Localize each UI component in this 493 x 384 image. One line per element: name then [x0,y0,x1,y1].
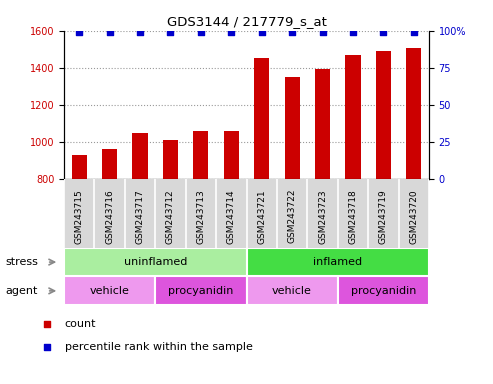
Point [314,254,321,260]
Point [380,29,387,35]
Text: GSM243717: GSM243717 [136,189,144,244]
Text: procyanidin: procyanidin [168,286,234,296]
Bar [193,131,209,179]
Text: GSM243719: GSM243719 [379,189,388,244]
Text: vehicle: vehicle [90,286,130,296]
Point [197,29,205,35]
Text: percentile rank within the sample: percentile rank within the sample [65,342,252,352]
Text: inflamed: inflamed [313,257,362,267]
Point [258,29,266,35]
Point [167,29,175,35]
Text: procyanidin: procyanidin [351,286,416,296]
Point [314,43,321,49]
Point [288,29,296,35]
Point [106,29,113,35]
Bar [224,131,239,179]
Bar [284,77,300,179]
Text: stress: stress [5,257,38,267]
Bar [155,276,246,305]
Text: uninflamed: uninflamed [124,257,187,267]
Text: GSM243723: GSM243723 [318,189,327,243]
Text: GSM243720: GSM243720 [409,189,418,243]
Point [318,29,326,35]
Point [410,29,418,35]
Bar [376,51,391,179]
Text: GSM243714: GSM243714 [227,189,236,243]
Text: GSM243713: GSM243713 [196,189,206,244]
Bar [64,248,246,276]
Text: GSM243712: GSM243712 [166,189,175,243]
Bar [315,69,330,179]
Bar [345,55,360,179]
Bar [338,276,429,305]
Text: count: count [65,318,96,329]
Bar [246,276,338,305]
Bar [254,58,269,179]
Point [75,29,83,35]
Bar [246,248,429,276]
Bar [71,156,87,179]
Text: vehicle: vehicle [272,286,312,296]
Bar [133,133,148,179]
Text: GSM243715: GSM243715 [75,189,84,244]
Bar [163,140,178,179]
Text: GSM243718: GSM243718 [349,189,357,244]
Bar [64,276,155,305]
Text: agent: agent [5,286,37,296]
Point [136,29,144,35]
Point [349,29,357,35]
Text: GSM243721: GSM243721 [257,189,266,243]
Bar [102,149,117,179]
Point [227,29,235,35]
Title: GDS3144 / 217779_s_at: GDS3144 / 217779_s_at [167,15,326,28]
Text: GSM243716: GSM243716 [105,189,114,244]
Bar [406,48,422,179]
Text: GSM243722: GSM243722 [287,189,297,243]
